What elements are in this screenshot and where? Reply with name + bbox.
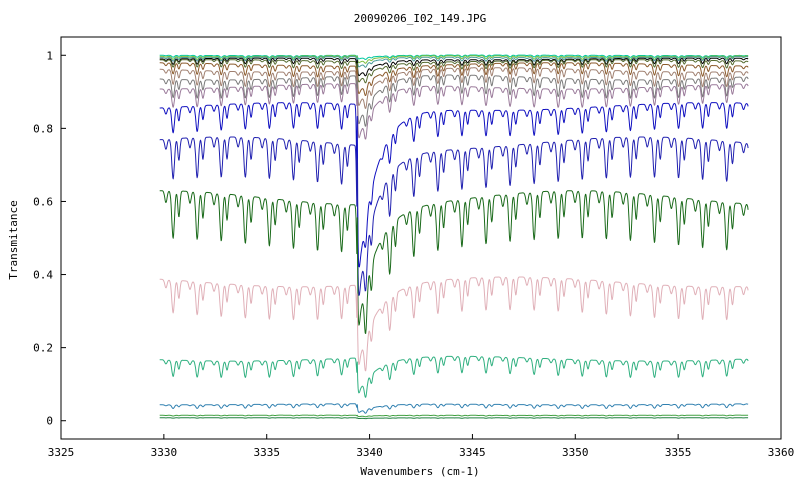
x-tick-label: 3350	[562, 446, 589, 459]
y-tick-label: 0.4	[33, 269, 53, 282]
series-line	[159, 190, 749, 334]
x-tick-label: 3330	[151, 446, 178, 459]
series-line	[159, 57, 749, 77]
x-tick-label: 3335	[253, 446, 280, 459]
x-tick-label: 3325	[48, 446, 75, 459]
y-tick-label: 0.2	[33, 342, 53, 355]
series-line	[159, 403, 749, 414]
x-tick-label: 3360	[768, 446, 795, 459]
y-tick-label: 0.6	[33, 195, 53, 208]
series-line	[159, 83, 749, 140]
x-tick-label: 3355	[665, 446, 692, 459]
series-line	[159, 55, 749, 64]
series-line	[159, 56, 749, 68]
chart-title: 20090206_I02_149.JPG	[354, 12, 486, 25]
series-line	[159, 276, 749, 372]
series-line	[159, 102, 749, 268]
plot-frame	[60, 36, 782, 440]
series-line	[159, 136, 749, 296]
y-tick-label: 1	[46, 49, 53, 62]
series-line	[159, 67, 749, 109]
series-line	[159, 417, 749, 420]
y-tick-label: 0.8	[33, 122, 53, 135]
y-axis-title: Transmitance	[7, 200, 20, 279]
x-axis: 3325 3330 3335 3340 3345 3350 3355 3360	[48, 434, 795, 459]
series-line	[159, 74, 749, 127]
x-tick-label: 3340	[356, 446, 383, 459]
y-tick-label: 0	[46, 415, 53, 428]
series-line	[159, 414, 749, 418]
series-line	[159, 59, 749, 84]
x-tick-label: 3345	[459, 446, 486, 459]
series-line	[159, 62, 749, 96]
y-axis: 0 0.2 0.4 0.6 0.8 1	[33, 49, 66, 428]
series-line	[159, 355, 749, 398]
series-line	[159, 54, 749, 60]
series-group	[159, 54, 749, 420]
x-axis-title: Wavenumbers (cm-1)	[360, 465, 479, 478]
